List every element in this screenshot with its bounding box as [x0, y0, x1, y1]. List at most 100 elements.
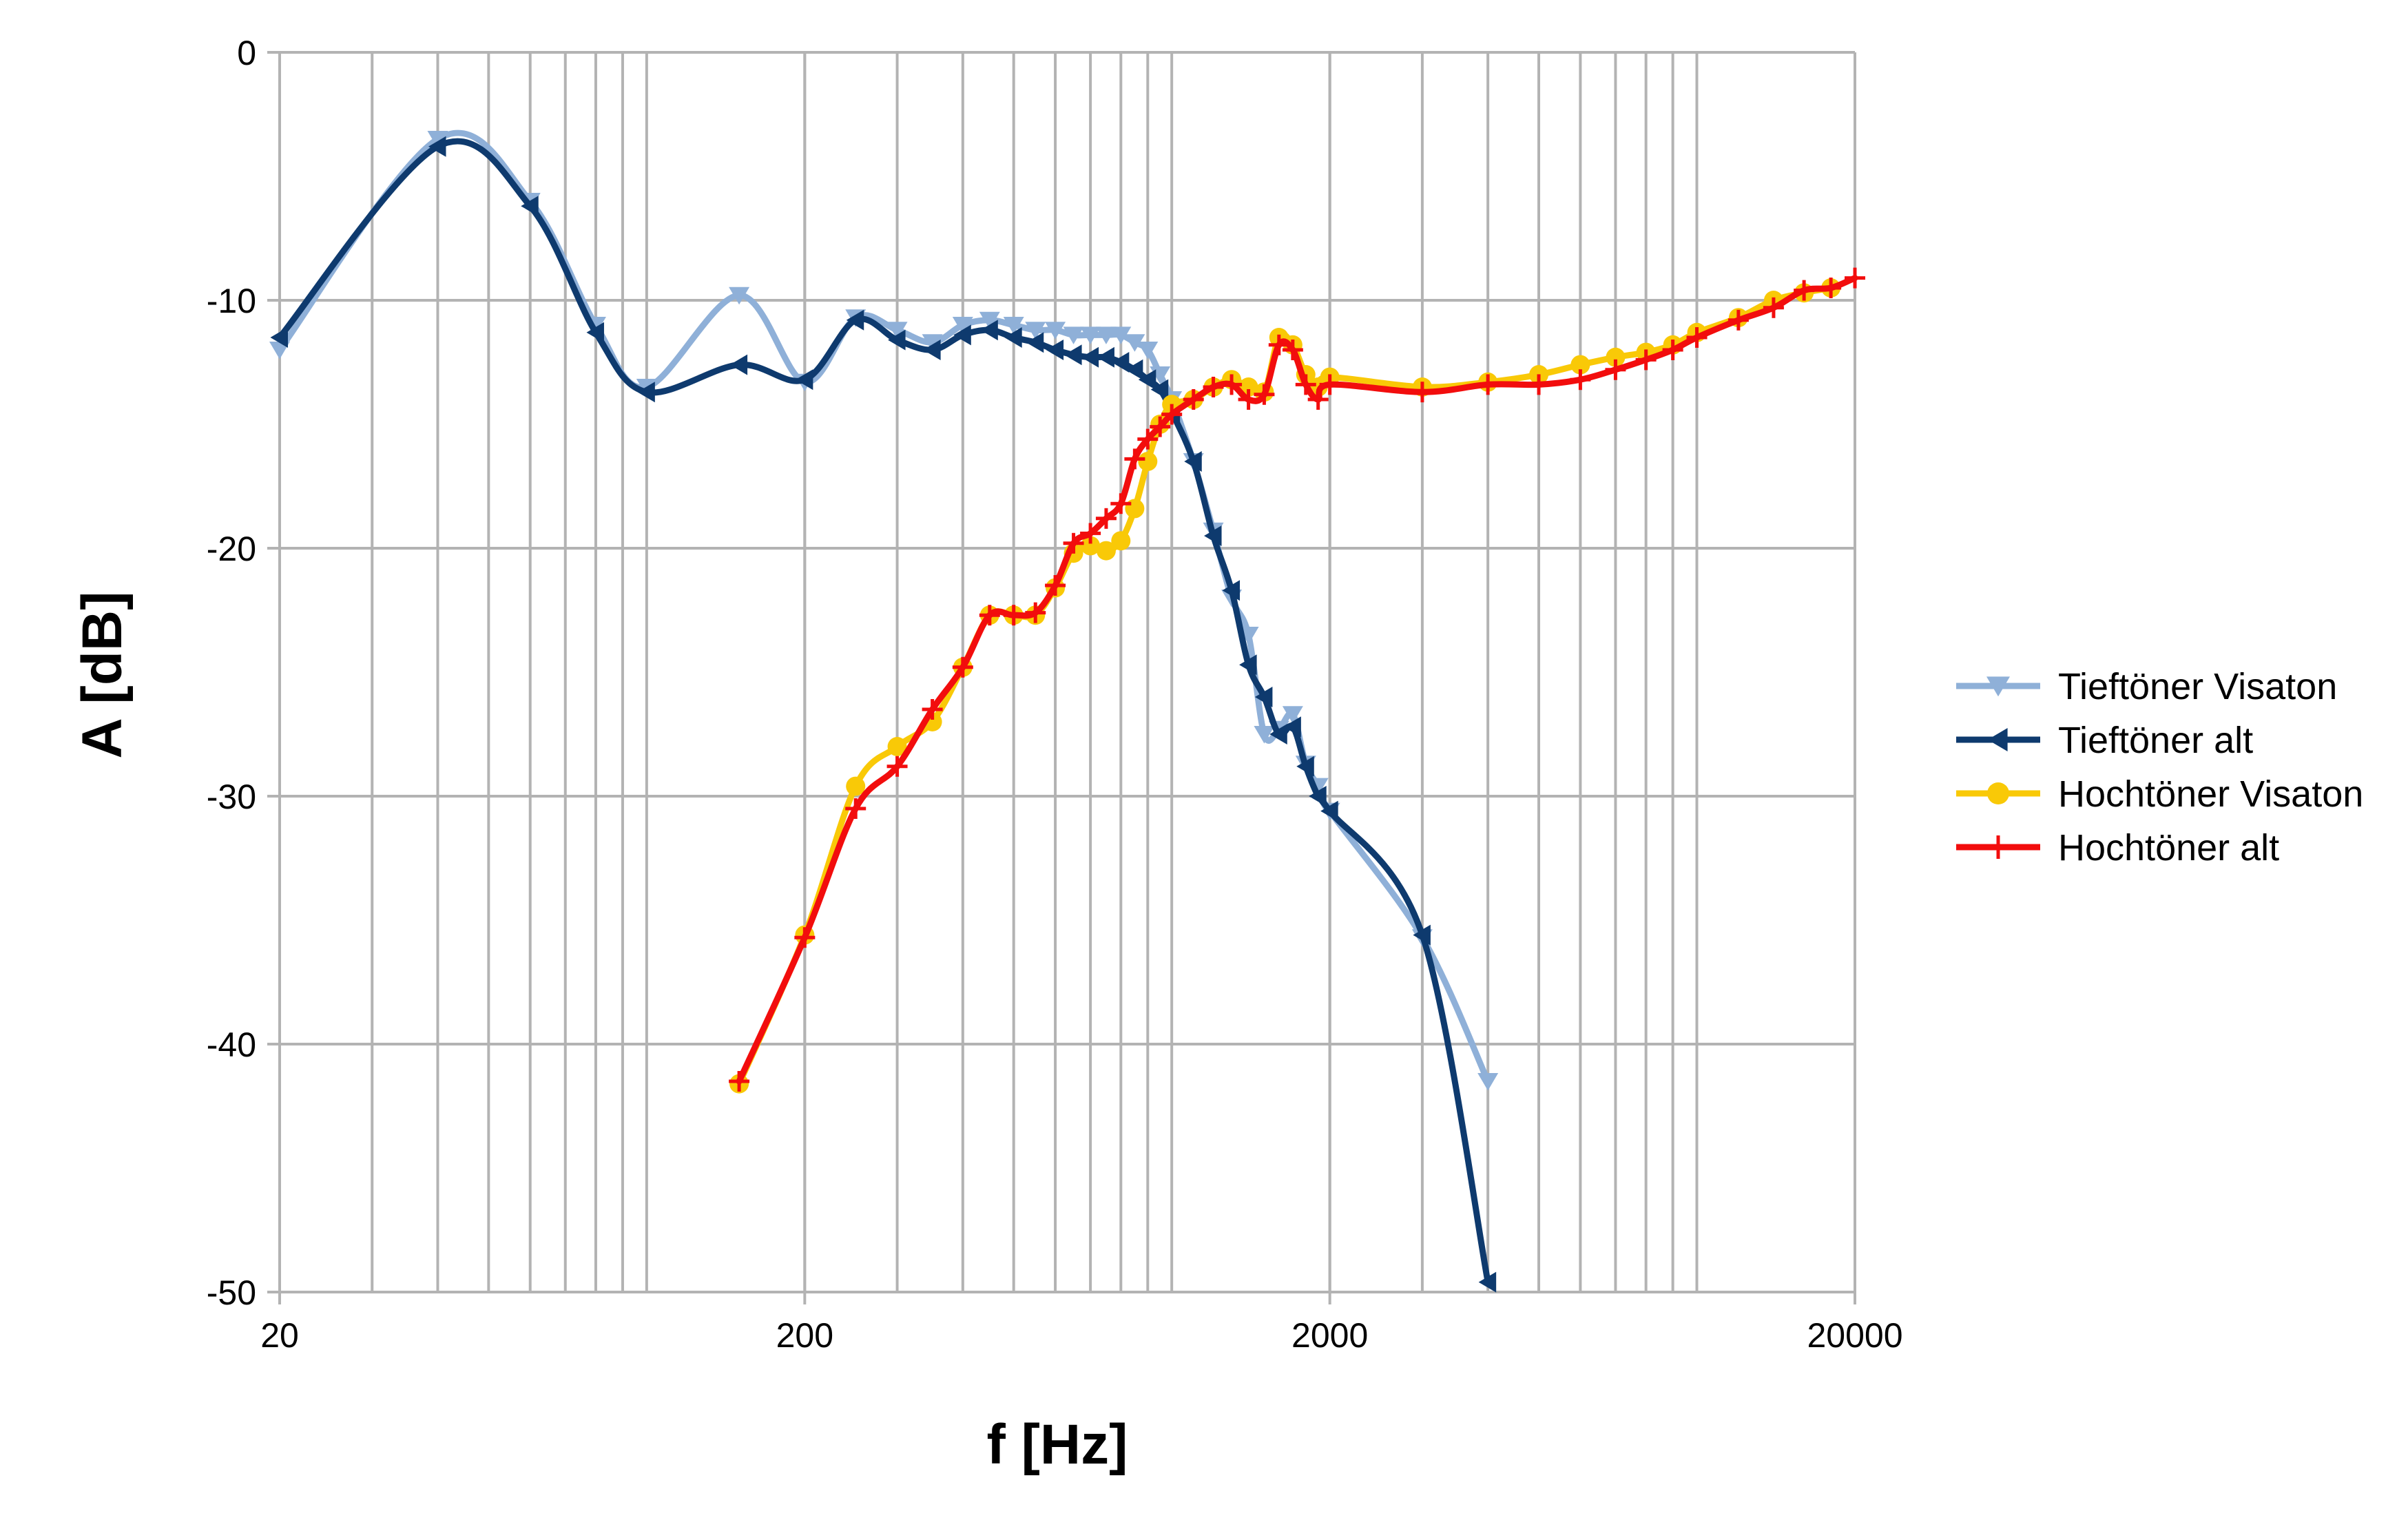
series-layer: [269, 129, 1865, 1293]
data-point-marker: [428, 136, 446, 157]
data-point-marker: [1095, 326, 1117, 344]
data-point-marker: [1319, 374, 1340, 395]
data-point-marker: [980, 320, 998, 341]
y-tick-label: -30: [207, 778, 256, 816]
data-point-marker: [1238, 389, 1259, 410]
data-point-marker: [845, 798, 867, 819]
data-point-marker: [1137, 428, 1159, 450]
y-axis-title: A [dB]: [71, 592, 134, 759]
data-point-marker: [1254, 726, 1275, 744]
data-point-marker: [794, 927, 816, 948]
data-point-marker: [1045, 575, 1066, 596]
data-point-marker: [888, 329, 906, 351]
data-point-marker: [922, 699, 943, 720]
data-point-marker: [795, 369, 813, 391]
y-tick-label: -20: [207, 530, 256, 568]
data-point-marker: [1987, 728, 2008, 751]
data-point-marker: [1282, 340, 1303, 360]
data-point-marker: [1820, 278, 1842, 298]
data-point-marker: [729, 354, 748, 375]
data-point-marker: [1987, 782, 2009, 804]
y-tick-label: -10: [207, 282, 256, 320]
data-point-marker: [1309, 786, 1327, 807]
data-point-marker: [1080, 326, 1101, 344]
data-point-marker: [1296, 756, 1314, 777]
data-point-marker: [269, 342, 290, 360]
legend-label: Hochtöner alt: [2058, 827, 2279, 868]
data-point-marker: [979, 311, 1000, 330]
legend-item: Hochtöner alt: [1956, 827, 2279, 868]
data-point-marker: [1138, 369, 1156, 391]
data-point-marker: [923, 340, 941, 360]
series-4: [729, 267, 1865, 1092]
data-point-marker: [1221, 374, 1243, 395]
data-point-marker: [1986, 835, 2010, 859]
legend: Tieftöner Visaton Tieftöner alt Hochtöner …: [1956, 666, 2363, 868]
data-point-marker: [1686, 327, 1708, 348]
data-point-marker: [1125, 499, 1145, 519]
data-point-marker: [1662, 340, 1683, 360]
data-point-marker: [1570, 355, 1590, 375]
data-point-marker: [1269, 724, 1287, 745]
data-point-marker: [1254, 384, 1275, 405]
data-point-marker: [1478, 1271, 1497, 1293]
data-point-marker: [1413, 924, 1431, 946]
x-tick-label: 2000: [1291, 1316, 1368, 1355]
data-point-marker: [1025, 602, 1046, 623]
legend-label: Tieftöner Visaton: [2058, 666, 2337, 707]
data-point-marker: [1064, 344, 1082, 366]
data-point-marker: [1763, 297, 1784, 318]
data-point-marker: [1986, 676, 2010, 697]
data-point-marker: [952, 317, 973, 335]
data-point-marker: [1184, 451, 1202, 472]
data-point-marker: [1727, 309, 1749, 331]
grid: [267, 51, 1856, 1304]
data-point-marker: [1095, 508, 1117, 529]
data-point-marker: [922, 334, 943, 352]
data-point-marker: [1845, 267, 1865, 289]
data-point-marker: [1096, 541, 1116, 561]
data-point-marker: [886, 322, 908, 340]
data-point-marker: [1080, 523, 1101, 544]
data-point-marker: [1282, 706, 1303, 724]
data-point-marker: [887, 737, 907, 756]
x-tick-label: 20: [260, 1316, 299, 1355]
data-point-marker: [637, 382, 655, 403]
data-point-marker: [1254, 687, 1273, 707]
data-point-marker: [953, 324, 971, 346]
data-point-marker: [1794, 280, 1815, 301]
data-point-marker: [1477, 374, 1499, 395]
data-point-marker: [1110, 493, 1132, 514]
data-point-marker: [1026, 332, 1044, 353]
data-point-marker: [1239, 654, 1257, 676]
x-tick-label: 200: [776, 1316, 833, 1355]
data-point-marker: [1203, 377, 1224, 397]
data-point-marker: [1635, 349, 1657, 371]
data-point-marker: [270, 327, 288, 348]
y-tick-label: 0: [237, 34, 256, 72]
data-point-marker: [1081, 536, 1101, 556]
data-point-marker: [1124, 448, 1145, 470]
data-point-marker: [1320, 800, 1338, 822]
data-point-marker: [1477, 1073, 1499, 1091]
data-point-marker: [1204, 526, 1222, 546]
data-point-marker: [1063, 532, 1084, 554]
data-point-marker: [1110, 326, 1132, 344]
data-point-marker: [1222, 580, 1241, 601]
data-point-marker: [427, 131, 448, 149]
data-point-marker: [586, 322, 604, 343]
data-point-marker: [729, 287, 750, 305]
data-point-marker: [1528, 374, 1550, 395]
data-point-marker: [979, 605, 1000, 626]
data-point-marker: [1097, 346, 1114, 368]
x-tick-label: 20000: [1807, 1316, 1902, 1355]
data-point-marker: [1268, 334, 1289, 355]
data-point-marker: [1003, 317, 1024, 335]
data-point-marker: [1307, 389, 1329, 410]
data-point-marker: [1003, 605, 1024, 626]
legend-label: Tieftöner alt: [2058, 720, 2253, 761]
data-point-marker: [1124, 334, 1145, 352]
data-point-marker: [521, 196, 539, 217]
